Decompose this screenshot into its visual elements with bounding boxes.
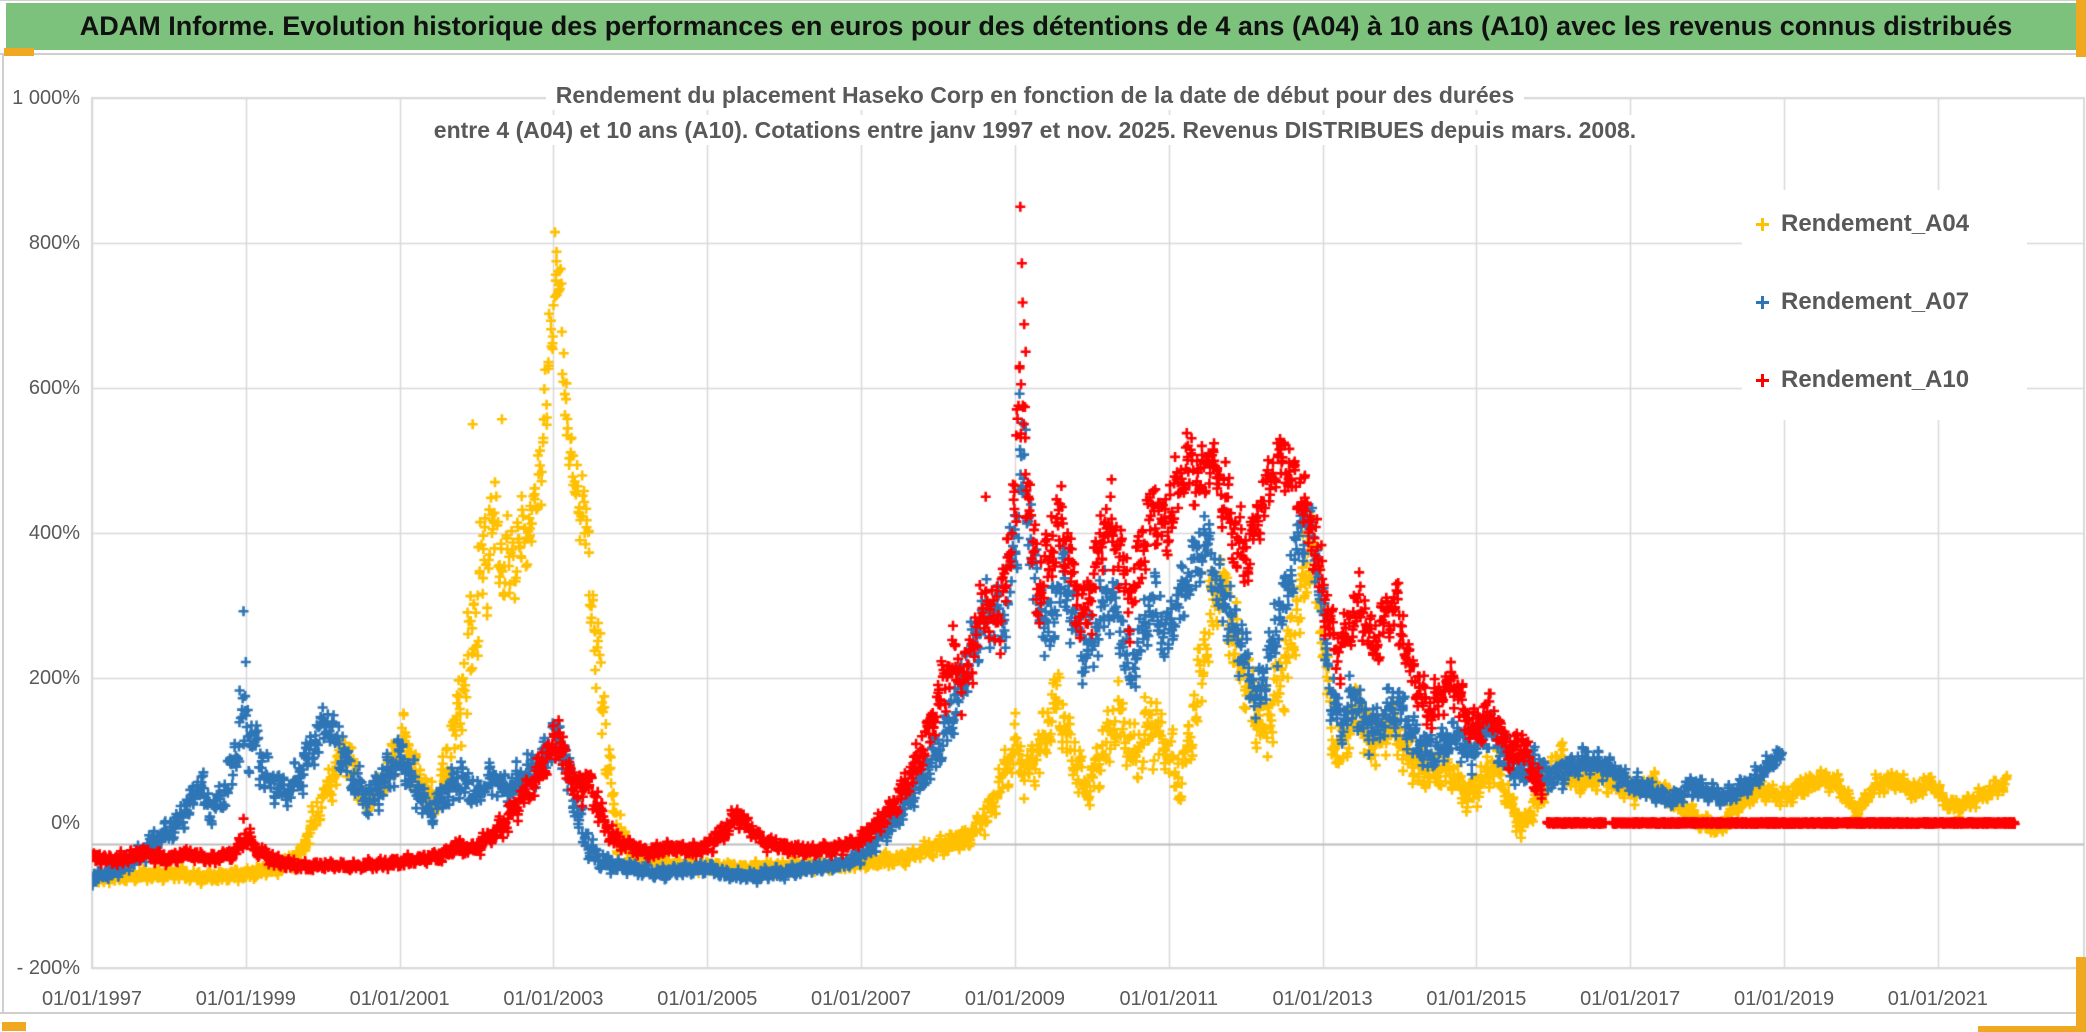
- legend-label: Rendement_A04: [1781, 210, 1970, 237]
- legend-item-rendement_a07: Rendement_A07: [1756, 280, 1969, 324]
- legend-plus-marker-icon: [1756, 217, 1769, 231]
- x-tick-label: 01/01/1999: [195, 988, 296, 1010]
- x-tick-label: 01/01/2015: [1426, 988, 1527, 1010]
- x-tick-label: 01/01/2003: [503, 988, 604, 1010]
- y-tick-label: - 200%: [16, 957, 80, 979]
- y-tick-label: 200%: [28, 667, 80, 689]
- x-tick-label: 01/01/1997: [41, 988, 143, 1010]
- left-border-rule: [2, 55, 4, 1013]
- legend-plus-marker-icon: [1756, 295, 1769, 309]
- gold-accent-header-left: [4, 48, 34, 56]
- bottom-rule: [0, 1012, 2086, 1014]
- y-tick-label: 600%: [28, 377, 80, 399]
- y-tick-label: 0%: [51, 812, 80, 834]
- legend-label: Rendement_A07: [1781, 288, 1970, 315]
- top-rule: [0, 0, 2086, 1]
- gold-accent-bottom-right-vertical: [2076, 957, 2086, 1032]
- header-rule: [0, 53, 2086, 55]
- y-tick-label: 400%: [28, 522, 80, 544]
- x-tick-label: 01/01/2007: [811, 988, 912, 1010]
- gold-accent-top-right: [2076, 0, 2086, 57]
- gold-accent-bottom-right-horizontal: [1978, 1026, 2086, 1032]
- y-tick-label: 1 000%: [12, 87, 80, 109]
- legend-item-rendement_a10: Rendement_A10: [1756, 358, 1969, 402]
- x-tick-label: 01/01/2009: [964, 988, 1065, 1010]
- x-tick-label: 01/01/2005: [657, 988, 758, 1010]
- legend-plus-marker-icon: [1756, 373, 1769, 387]
- legend-label: Rendement_A10: [1781, 366, 1970, 393]
- x-tick-label: 01/01/2013: [1272, 988, 1373, 1010]
- header-title: ADAM Informe. Evolution historique des p…: [79, 11, 2013, 41]
- x-tick-label: 01/01/2001: [349, 988, 450, 1010]
- y-tick-label: 800%: [28, 232, 80, 254]
- x-tick-label: 01/01/2017: [1580, 988, 1681, 1010]
- x-tick-label: 01/01/2011: [1119, 988, 1219, 1010]
- legend-item-rendement_a04: Rendement_A04: [1756, 202, 1969, 246]
- x-tick-label: 01/01/2021: [1887, 988, 1988, 1010]
- x-tick-label: 01/01/2019: [1733, 988, 1835, 1010]
- legend: Rendement_A04 Rendement_A07 Rendement_A10: [1742, 190, 2027, 420]
- header-bar: ADAM Informe. Evolution historique des p…: [6, 3, 2086, 50]
- gold-accent-bottom-left: [2, 1022, 26, 1031]
